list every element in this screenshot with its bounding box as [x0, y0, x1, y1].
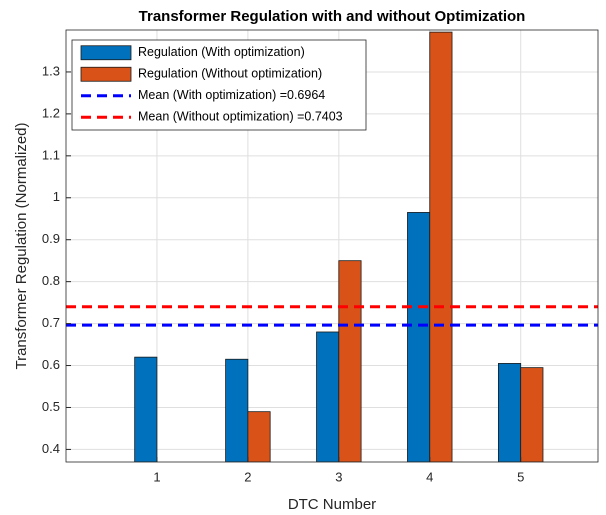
- y-tick-label: 0.6: [42, 357, 60, 372]
- y-tick-label: 0.5: [42, 399, 60, 414]
- legend-swatch: [80, 45, 132, 61]
- legend-label: Mean (Without optimization) =0.7403: [138, 110, 343, 124]
- y-tick-label: 1.1: [42, 147, 60, 162]
- chart-title: Transformer Regulation with and without …: [139, 8, 526, 25]
- y-tick-label: 0.4: [42, 441, 60, 456]
- x-tick-label: 4: [426, 469, 433, 484]
- y-tick-label: 0.8: [42, 273, 60, 288]
- y-tick-label: 1: [53, 189, 60, 204]
- bar: [520, 367, 544, 462]
- plot: [66, 30, 598, 462]
- legend-label: Regulation (Without optimization): [138, 67, 322, 81]
- x-tick-label: 1: [153, 469, 160, 484]
- y-axis-label: Transformer Regulation (Normalized): [13, 122, 30, 369]
- y-tick-label: 0.9: [42, 231, 60, 246]
- x-tick-label: 3: [335, 469, 342, 484]
- bar: [134, 356, 158, 462]
- bar: [429, 31, 453, 462]
- bar: [498, 363, 522, 462]
- bar: [316, 331, 340, 462]
- x-axis-label: DTC Number: [288, 496, 376, 513]
- y-tick-label: 1.2: [42, 105, 60, 120]
- bar: [225, 358, 249, 462]
- bar: [247, 411, 271, 462]
- legend-label: Mean (With optimization) =0.6964: [138, 88, 325, 102]
- axes-box: [65, 29, 599, 463]
- y-tick-label: 1.3: [42, 63, 60, 78]
- bar: [407, 212, 431, 462]
- x-tick-label: 2: [244, 469, 251, 484]
- legend-label: Regulation (With optimization): [138, 45, 305, 59]
- bar: [338, 260, 362, 462]
- legend-swatch: [80, 66, 132, 82]
- y-tick-label: 0.7: [42, 315, 60, 330]
- x-tick-label: 5: [517, 469, 524, 484]
